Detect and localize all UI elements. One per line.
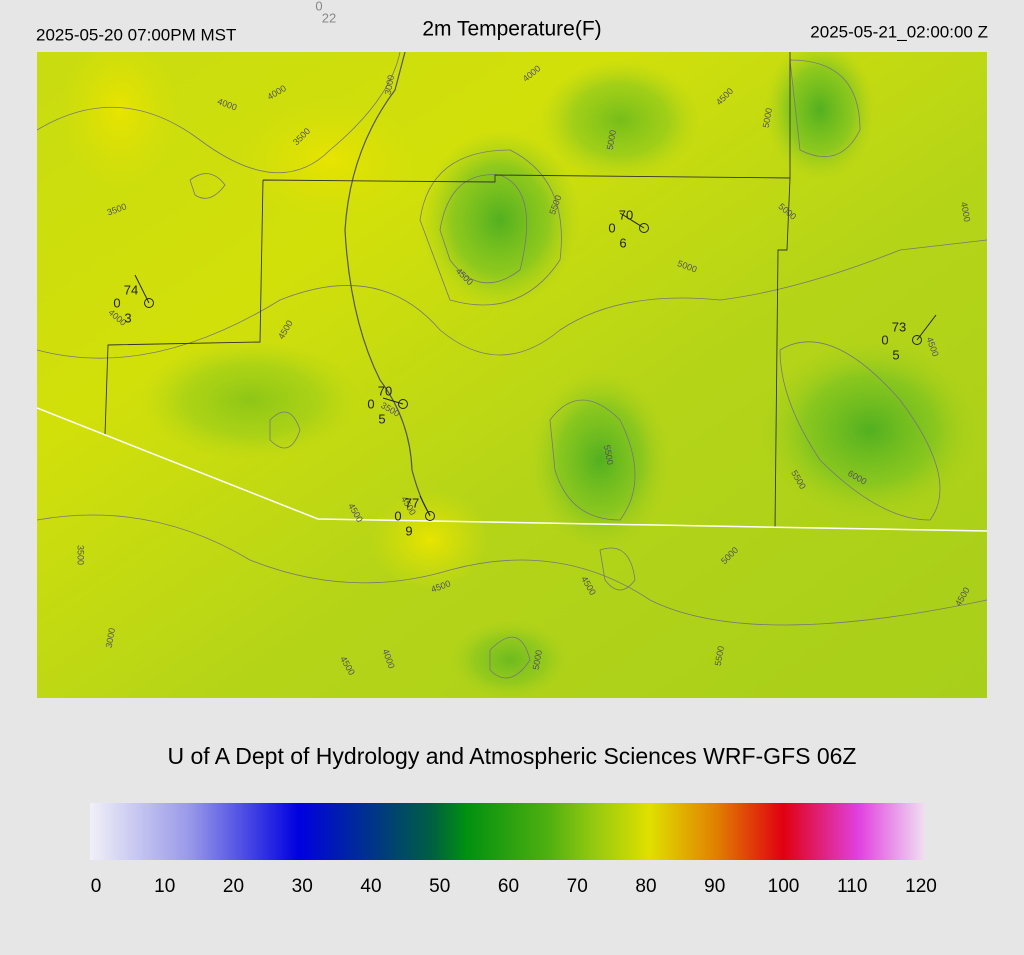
colorbar-tick-label: 20 [223, 876, 244, 897]
colorbar-tick-label: 120 [905, 876, 937, 897]
colorbar-tick-label: 90 [704, 876, 725, 897]
station-bottom: 3 [124, 310, 131, 325]
colorbar-tick-label: 80 [635, 876, 656, 897]
station-temperature: 70 [619, 207, 633, 222]
station-left: 0 [367, 396, 374, 411]
station-bottom: 5 [892, 347, 899, 362]
marker-top: 0 [315, 0, 322, 13]
station-circle [425, 511, 435, 521]
colorbar-tick-label: 40 [360, 876, 381, 897]
station-left: 0 [113, 295, 120, 310]
wind-barb [419, 495, 431, 517]
credit: U of A Dept of Hydrology and Atmospheric… [167, 743, 856, 769]
station-temperature: 70 [378, 383, 392, 398]
colorbar-tick-label: 70 [567, 876, 588, 897]
contour-label: 3500 [76, 545, 86, 565]
contour-label: 4000 [959, 201, 972, 222]
colorbar-tick-label: 30 [292, 876, 313, 897]
station-temperature: 73 [892, 319, 906, 334]
colorbar-tick-label: 50 [429, 876, 450, 897]
station-left: 0 [608, 220, 615, 235]
station-temperature: 77 [405, 495, 419, 510]
valid-local: 2025-05-20 07:00PM MST [36, 25, 236, 44]
contour-label: 5000 [761, 107, 774, 128]
station-left: 0 [394, 508, 401, 523]
colorbar-tick-label: 100 [768, 876, 800, 897]
wind-barb [134, 274, 150, 304]
station-circle [639, 223, 649, 233]
contour-label: 5500 [713, 645, 726, 666]
station-bottom: 9 [405, 523, 412, 538]
contour-label: 5000 [531, 649, 544, 670]
contour-label: 5000 [605, 129, 618, 150]
marker-bottom: 22 [322, 10, 336, 25]
contour-label: 3000 [383, 74, 396, 95]
station-left: 0 [881, 332, 888, 347]
colorbar-tick-label: 0 [91, 876, 102, 897]
valid-utc: 2025-05-21_02:00:00 Z [810, 22, 988, 41]
colorbar [90, 803, 925, 860]
station-bottom: 5 [378, 411, 385, 426]
station-bottom: 6 [619, 235, 626, 250]
contour-label: 3000 [104, 627, 117, 648]
colorbar-tick-label: 110 [837, 876, 867, 897]
station-circle [144, 298, 154, 308]
colorbar-tick-label: 60 [498, 876, 519, 897]
station-temperature: 74 [124, 282, 138, 297]
station-circle [912, 335, 922, 345]
wind-barb [382, 397, 404, 405]
colorbar-tick-label: 10 [154, 876, 175, 897]
contour-label: 5500 [602, 444, 615, 465]
map-title: 2m Temperature(F) [422, 18, 601, 41]
map [37, 52, 987, 698]
station-circle [398, 399, 408, 409]
wind-barb [916, 314, 937, 341]
